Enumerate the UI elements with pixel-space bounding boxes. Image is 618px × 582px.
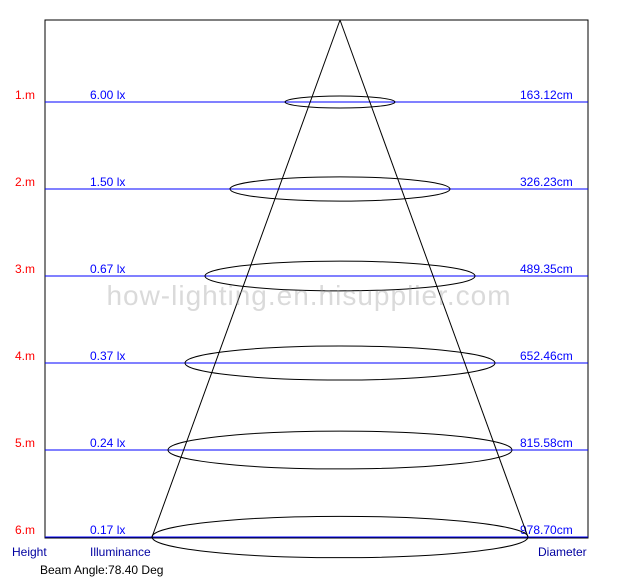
cone-edge-right	[340, 20, 528, 537]
beam-angle-label: Beam Angle:78.40 Deg	[40, 563, 163, 577]
diameter-value: 163.12cm	[520, 88, 573, 102]
axis-label-illuminance: Illuminance	[90, 545, 151, 559]
illuminance-value: 0.67 lx	[90, 262, 125, 276]
height-label: 5.m	[15, 436, 35, 450]
diameter-value: 489.35cm	[520, 262, 573, 276]
illuminance-value: 6.00 lx	[90, 88, 125, 102]
illuminance-value: 0.37 lx	[90, 349, 125, 363]
plot-border	[45, 20, 588, 538]
diameter-value: 652.46cm	[520, 349, 573, 363]
height-label: 3.m	[15, 262, 35, 276]
height-label: 2.m	[15, 175, 35, 189]
illuminance-value: 0.24 lx	[90, 436, 125, 450]
diameter-value: 978.70cm	[520, 523, 573, 537]
height-label: 4.m	[15, 349, 35, 363]
beam-spread-diagram: 1.m 6.00 lx 163.12cm 2.m 1.50 lx 326.23cm 3.m 0…	[0, 0, 618, 582]
illuminance-value: 1.50 lx	[90, 175, 125, 189]
cone-edge-left	[152, 20, 340, 537]
illuminance-value: 0.17 lx	[90, 523, 125, 537]
height-label: 6.m	[15, 523, 35, 537]
axis-label-height: Height	[12, 545, 47, 559]
diameter-value: 326.23cm	[520, 175, 573, 189]
axis-label-diameter: Diameter	[538, 545, 587, 559]
height-label: 1.m	[15, 88, 35, 102]
diameter-value: 815.58cm	[520, 436, 573, 450]
